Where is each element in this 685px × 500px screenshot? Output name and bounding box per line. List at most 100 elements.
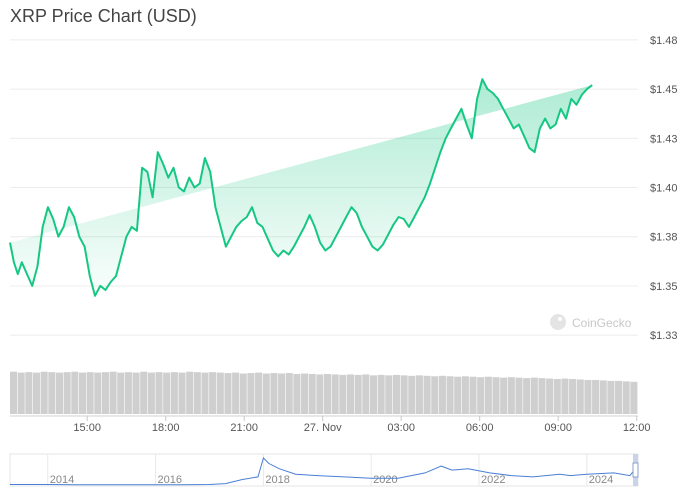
volume-bar bbox=[515, 377, 523, 414]
volume-bar bbox=[224, 373, 232, 414]
x-tick-label: 12:00 bbox=[623, 422, 651, 434]
volume-bar bbox=[308, 373, 316, 414]
volume-bar bbox=[132, 372, 140, 414]
volume-bar bbox=[546, 378, 554, 414]
x-tick-label: 03:00 bbox=[387, 422, 415, 434]
volume-bar bbox=[599, 380, 607, 414]
price-area-fill bbox=[10, 79, 593, 296]
volume-bar bbox=[354, 374, 362, 414]
volume-bar bbox=[477, 377, 485, 414]
y-tick-label: $1.33 bbox=[650, 330, 678, 342]
volume-bar bbox=[147, 372, 155, 414]
volume-bar bbox=[163, 372, 171, 414]
volume-bars bbox=[10, 371, 638, 414]
volume-bar bbox=[239, 373, 247, 414]
volume-bar bbox=[346, 374, 355, 414]
volume-bar bbox=[408, 375, 416, 414]
volume-bar bbox=[400, 375, 408, 414]
volume-bar bbox=[369, 375, 378, 414]
y-tick-label: $1.40 bbox=[650, 183, 678, 195]
volume-bar bbox=[622, 381, 630, 414]
volume-bar bbox=[301, 373, 309, 414]
navigator-tick-label: 2016 bbox=[158, 474, 182, 486]
volume-bar bbox=[331, 374, 339, 414]
volume-bar bbox=[86, 372, 94, 414]
navigator-handle[interactable] bbox=[632, 462, 639, 478]
coingecko-watermark: CoinGecko bbox=[550, 314, 632, 330]
volume-bar bbox=[216, 372, 224, 414]
y-tick-label: $1.35 bbox=[650, 281, 678, 293]
volume-bar bbox=[530, 377, 538, 414]
x-tick-label: 09:00 bbox=[544, 422, 572, 434]
volume-bar bbox=[446, 376, 454, 414]
volume-bar bbox=[339, 374, 347, 414]
volume-bar bbox=[140, 371, 148, 414]
volume-bar bbox=[569, 379, 577, 414]
volume-bar bbox=[25, 372, 33, 414]
volume-bar bbox=[94, 372, 102, 414]
volume-bar bbox=[492, 377, 500, 414]
volume-bar bbox=[63, 372, 71, 414]
volume-bar bbox=[592, 379, 600, 414]
volume-bar bbox=[117, 372, 125, 414]
volume-bar bbox=[423, 375, 431, 414]
volume-bar bbox=[262, 373, 270, 414]
x-tick-label: 06:00 bbox=[466, 422, 494, 434]
volume-bar bbox=[293, 373, 301, 414]
volume-bar bbox=[186, 371, 194, 414]
volume-bar bbox=[101, 372, 109, 414]
volume-bar bbox=[362, 374, 370, 414]
volume-bar bbox=[454, 376, 462, 414]
volume-bar bbox=[469, 376, 477, 414]
volume-bar bbox=[40, 371, 48, 414]
volume-bar bbox=[484, 376, 492, 414]
volume-bar bbox=[32, 372, 41, 414]
x-tick-label: 21:00 bbox=[230, 422, 258, 434]
price-line bbox=[9, 78, 593, 297]
volume-bar bbox=[270, 373, 278, 414]
volume-bar bbox=[607, 380, 615, 414]
navigator-tick-label: 2014 bbox=[50, 474, 74, 486]
x-tick-label: 27. Nov bbox=[304, 422, 342, 434]
volume-bar bbox=[48, 372, 56, 414]
volume-bar bbox=[55, 372, 64, 414]
range-navigator[interactable]: 2014 2016 2018 2020 2022 2024 bbox=[9, 453, 639, 487]
navigator-tick-label: 2022 bbox=[481, 474, 505, 486]
volume-bar bbox=[431, 376, 439, 414]
y-tick-label: $1.48 bbox=[650, 35, 678, 47]
volume-bar bbox=[316, 374, 324, 414]
volume-bar bbox=[461, 376, 469, 414]
volume-bar bbox=[285, 373, 293, 414]
volume-bar bbox=[561, 378, 569, 414]
volume-bar bbox=[170, 372, 178, 414]
volume-bar bbox=[438, 375, 446, 414]
volume-bar bbox=[17, 372, 25, 414]
volume-bar bbox=[538, 378, 546, 414]
x-tick-label: 18:00 bbox=[152, 422, 180, 434]
y-tick-label: $1.43 bbox=[650, 133, 678, 145]
volume-bar bbox=[324, 373, 332, 414]
volume-bar bbox=[10, 371, 18, 414]
volume-bar bbox=[500, 377, 508, 414]
watermark-text: CoinGecko bbox=[572, 316, 632, 330]
volume-bar bbox=[415, 375, 423, 414]
volume-bar bbox=[392, 374, 400, 414]
volume-bar bbox=[385, 375, 393, 414]
volume-bar bbox=[584, 379, 592, 414]
volume-bar bbox=[201, 372, 209, 414]
volume-bar bbox=[630, 381, 638, 414]
volume-bar bbox=[255, 372, 263, 414]
volume-bar bbox=[178, 372, 186, 414]
x-axis-ticks: 15:00 18:00 21:00 27. Nov 03:00 06:00 09:00 12:… bbox=[10, 415, 651, 434]
volume-bar bbox=[124, 372, 132, 414]
navigator-ticks: 2014 2016 2018 2020 2022 2024 bbox=[47, 454, 613, 486]
volume-bar bbox=[209, 372, 217, 414]
navigator-tick-label: 2024 bbox=[589, 474, 613, 486]
volume-bar bbox=[109, 371, 117, 414]
chart-title: XRP Price Chart (USD) bbox=[10, 6, 197, 26]
volume-bar bbox=[377, 374, 385, 414]
y-tick-label: $1.45 bbox=[650, 84, 678, 96]
volume-bar bbox=[615, 380, 623, 414]
volume-bar bbox=[247, 373, 255, 414]
